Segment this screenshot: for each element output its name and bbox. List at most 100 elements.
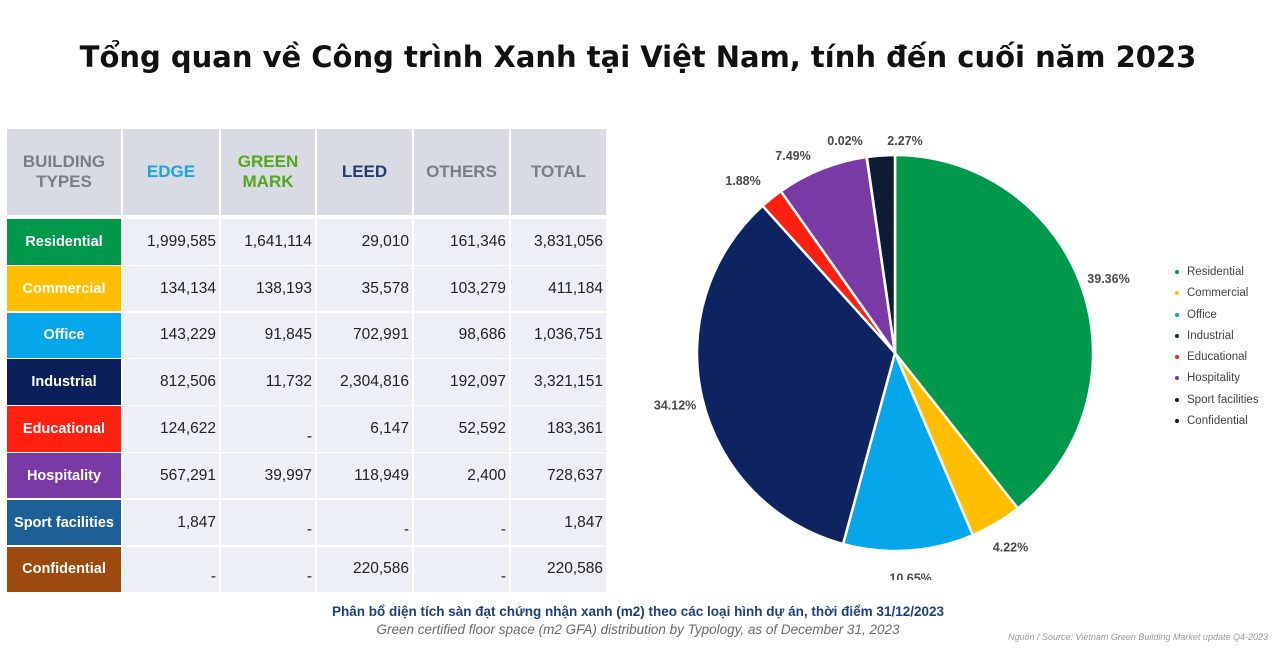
table-cell: 118,949 xyxy=(317,452,412,499)
table-cell: 567,291 xyxy=(123,452,219,499)
pie-data-label: 7.49% xyxy=(775,149,810,163)
pie-data-label: 4.22% xyxy=(993,540,1028,554)
table-cell: 183,361 xyxy=(511,406,606,452)
building-type-label: Residential xyxy=(7,219,121,265)
table-row: Residential 1,999,585 1,641,114 29,010 161,3… xyxy=(7,219,610,265)
table-cell: 728,637 xyxy=(511,452,606,499)
pie-slice-office xyxy=(841,349,975,553)
table-cell: - xyxy=(221,546,315,593)
legend-label: Industrial xyxy=(1187,329,1234,342)
table-cell: - xyxy=(317,499,412,546)
legend-swatch xyxy=(1175,333,1179,338)
legend-label: Educational xyxy=(1187,351,1248,364)
table-cell: 1,036,751 xyxy=(511,312,606,359)
table-cell: 103,279 xyxy=(414,265,509,312)
table-cell: 1,641,114 xyxy=(221,219,315,265)
table-cell: 1,847 xyxy=(511,499,606,546)
pie-slice-confidential xyxy=(865,153,897,354)
legend-swatch xyxy=(1175,355,1179,360)
table-cell: 2,304,816 xyxy=(317,359,412,405)
legend-swatch xyxy=(1175,270,1179,274)
table-row: Educational 124,622-6,147 52,592 183,361 xyxy=(7,406,610,452)
legend-label: Residential xyxy=(1187,266,1244,278)
table-cell: 411,184 xyxy=(511,265,606,312)
table-cell: 134,134 xyxy=(123,265,219,312)
legend-label: Hospitality xyxy=(1187,372,1241,385)
legend-item: Commercial xyxy=(1175,286,1259,307)
header-total: TOTAL xyxy=(511,129,606,215)
table-cell: - xyxy=(221,499,315,546)
table-cell: 11,732 xyxy=(221,359,315,405)
table-cell: 35,578 xyxy=(317,265,412,312)
pie-slice-industrial xyxy=(695,204,897,546)
legend-swatch xyxy=(1175,419,1179,424)
legend-label: Commercial xyxy=(1187,287,1249,300)
legend-label: Office xyxy=(1187,308,1217,321)
pie-slice-residential xyxy=(893,153,1095,511)
table-cell: 98,686 xyxy=(414,312,509,359)
table-cell: 124,622 xyxy=(123,406,219,452)
header-others: OTHERS xyxy=(414,129,509,215)
table-cell: - xyxy=(123,546,219,593)
source-note: Nguồn / Source: Vietnam Green Building M… xyxy=(1008,632,1268,642)
page-title: Tổng quan về Công trình Xanh tại Việt Na… xyxy=(79,40,1197,74)
pie-data-label: 2.27% xyxy=(887,134,922,148)
table-row: Sport facilities 1,847- - -1,847 xyxy=(7,499,610,546)
table-cell: 3,321,151 xyxy=(511,359,606,405)
legend-label: Confidential xyxy=(1187,415,1248,428)
chart-legend: Residential Commercial Office Industrial Edu… xyxy=(1175,265,1259,435)
pie-data-label: 39.36% xyxy=(1087,272,1129,286)
building-type-label: Commercial xyxy=(7,265,121,312)
table-row: Hospitality 567,291 39,997 118,949 2,400 728,… xyxy=(7,452,610,499)
legend-item: Office xyxy=(1175,308,1259,329)
legend-swatch xyxy=(1175,312,1179,317)
building-type-label: Hospitality xyxy=(7,452,121,499)
header-green-mark: GREEN MARK xyxy=(221,129,315,215)
table-header-row: BUILDING TYPES EDGE GREEN MARK LEED OTHE… xyxy=(7,129,610,215)
caption-vietnamese: Phân bổ diện tích sàn đạt chứng nhận xan… xyxy=(331,604,944,619)
pie-data-label: 10.65% xyxy=(889,572,931,581)
table-cell: 39,997 xyxy=(221,452,315,499)
table-cell: 91,845 xyxy=(221,312,315,359)
building-type-label: Office xyxy=(7,312,121,359)
table-cell: 192,097 xyxy=(414,359,509,405)
legend-swatch xyxy=(1175,376,1179,381)
table-cell: - xyxy=(414,546,509,593)
legend-item: Residential xyxy=(1175,265,1259,286)
building-type-label: Confidential xyxy=(7,546,121,593)
table-cell: 3,831,056 xyxy=(511,219,606,265)
pie-data-label: 0.02% xyxy=(827,134,862,148)
caption-english: Green certified floor space (m2 GFA) dis… xyxy=(376,622,900,637)
table-cell: - xyxy=(414,499,509,546)
building-type-label: Educational xyxy=(7,406,121,452)
table-cell: 29,010 xyxy=(317,219,412,265)
table-cell: 138,193 xyxy=(221,265,315,312)
building-type-label: Sport facilities xyxy=(7,499,121,546)
legend-item: Confidential xyxy=(1175,414,1259,435)
table-cell: 1,999,585 xyxy=(123,219,219,265)
legend-label: Sport facilities xyxy=(1187,393,1259,406)
table-row: Confidential - -220,586-220,586 xyxy=(7,546,610,593)
legend-item: Educational xyxy=(1175,350,1259,371)
building-type-label: Industrial xyxy=(7,359,121,405)
table-cell: 52,592 xyxy=(414,406,509,452)
table-cell: 812,506 xyxy=(123,359,219,405)
pie-chart: 39.36% 4.22% 10.65% 34.12% 1.88% 7.49% 0.02% 2.… xyxy=(654,134,1130,581)
header-building-types: BUILDING TYPES xyxy=(7,129,121,215)
header-edge: EDGE xyxy=(123,129,219,215)
table-cell: - xyxy=(221,406,315,452)
pie-data-label: 34.12% xyxy=(654,398,696,412)
legend-swatch xyxy=(1175,397,1179,402)
table-cell: 2,400 xyxy=(414,452,509,499)
table-row: Commercial 134,134 138,193 35,578 103,279 411… xyxy=(7,265,610,312)
table-cell: 702,991 xyxy=(317,312,412,359)
table-cell: 6,147 xyxy=(317,406,412,452)
table-cell: 220,586 xyxy=(511,546,606,593)
legend-item: Hospitality xyxy=(1175,371,1259,392)
table-row: Office 143,229 91,845 702,991 98,686 1,036,75… xyxy=(7,312,610,359)
legend-swatch xyxy=(1175,291,1179,296)
table-cell: 1,847 xyxy=(123,499,219,546)
table-cell: 220,586 xyxy=(317,546,412,593)
legend-item: Industrial xyxy=(1175,329,1259,350)
table-cell: 143,229 xyxy=(123,312,219,359)
